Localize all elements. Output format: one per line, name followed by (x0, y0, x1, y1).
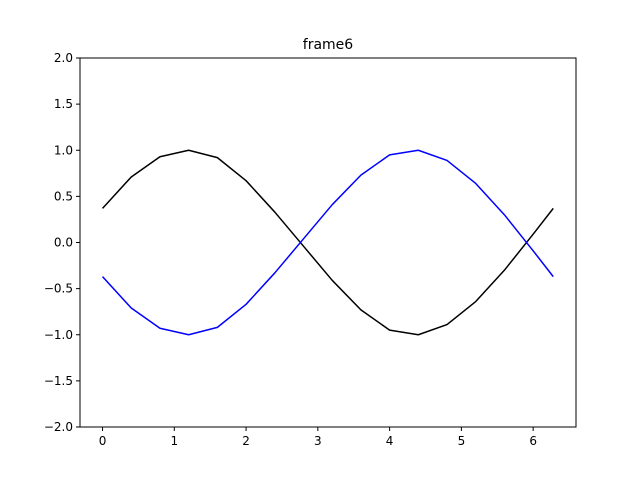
y-tick-label: 1.0 (54, 143, 73, 157)
chart-title: frame6 (303, 37, 354, 53)
x-axis-ticks: 0 1 2 3 4 5 6 (99, 427, 537, 448)
x-tick-label: 6 (529, 434, 537, 448)
x-tick-label: 0 (99, 434, 107, 448)
series-line-2 (101, 149, 554, 336)
plot-frame (79, 57, 577, 428)
y-tick-label: −0.5 (44, 282, 73, 296)
plot-lines (101, 149, 554, 336)
y-axis-ticks: −2.0 −1.5 −1.0 −0.5 0.0 0.5 1.0 1.5 2.0 (44, 51, 80, 434)
y-tick-label: 0.5 (54, 189, 73, 203)
x-tick-label: 3 (314, 434, 322, 448)
x-tick-label: 1 (170, 434, 178, 448)
x-tick-label: 4 (386, 434, 394, 448)
y-tick-label: 2.0 (54, 51, 73, 65)
y-tick-label: 1.5 (54, 97, 73, 111)
x-tick-label: 5 (458, 434, 466, 448)
x-tick-label: 2 (242, 434, 250, 448)
y-tick-label: 0.0 (54, 236, 73, 250)
y-tick-label: −2.0 (44, 420, 73, 434)
y-tick-label: −1.5 (44, 374, 73, 388)
series-line-1 (101, 149, 554, 336)
y-tick-label: −1.0 (44, 328, 73, 342)
